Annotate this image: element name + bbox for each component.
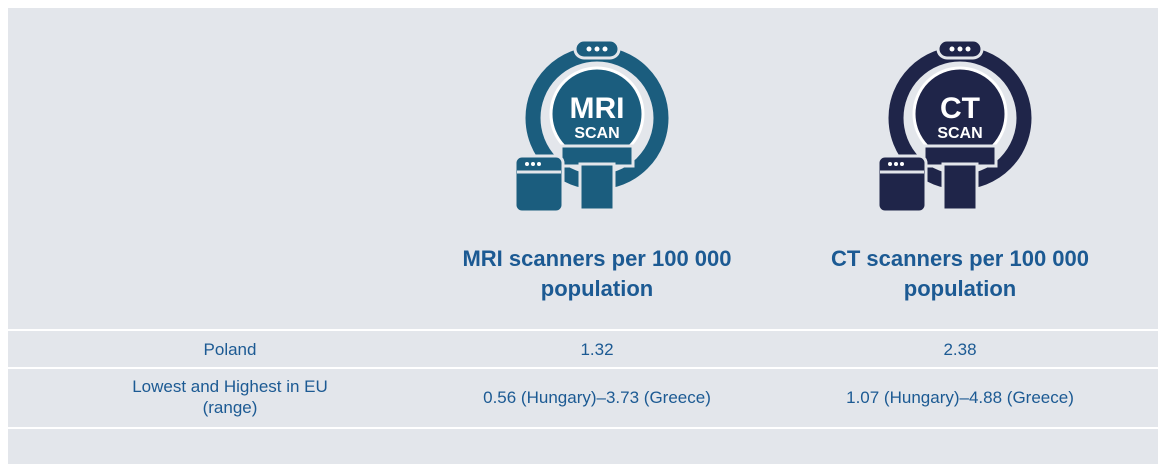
cell: 1.32 [580, 339, 614, 359]
panel: MRI SCAN CT SCAN MRI scanners per 100 00… [8, 8, 1158, 464]
column-header: CT scanners per 100 000 population [830, 246, 1090, 301]
cell: 2.38 [943, 339, 977, 359]
row-rule [8, 329, 1158, 331]
icon-subtitle: SCAN [574, 125, 619, 142]
icon-title: MRI [570, 92, 625, 125]
ct-icon: CT SCAN [876, 38, 1032, 214]
column-header: MRI scanners per 100 000 population [462, 246, 732, 301]
icons: MRI SCAN CT SCAN [513, 38, 1032, 214]
row-label: Lowest and Highest in EU (range) [132, 377, 328, 417]
cell: 1.07 (Hungary)–4.88 (Greece) [846, 387, 1074, 407]
icon-title: CT [940, 92, 980, 125]
row-label: Poland [203, 339, 257, 359]
mri-icon: MRI SCAN [513, 38, 669, 214]
icon-subtitle: SCAN [937, 125, 982, 142]
cell: 0.56 (Hungary)–3.73 (Greece) [483, 387, 711, 407]
row-rule [8, 427, 1158, 429]
row-rule [8, 367, 1158, 369]
